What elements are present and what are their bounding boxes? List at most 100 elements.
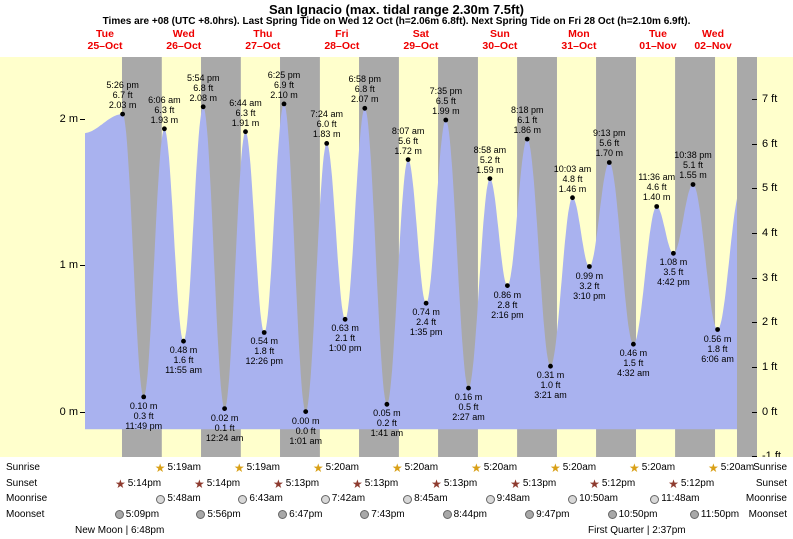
sunset-entry: ★ 5:13pm bbox=[431, 477, 477, 491]
astro-time: 7:43pm bbox=[371, 508, 405, 520]
sunset-star-icon: ★ bbox=[352, 476, 363, 491]
sunset-entry: ★ 5:14pm bbox=[194, 477, 240, 491]
moonrise-entry: 6:43am bbox=[238, 492, 283, 506]
astro-time: 5:20am bbox=[404, 462, 439, 473]
tide-extreme-dot bbox=[303, 409, 309, 414]
astro-time: 5:56pm bbox=[207, 508, 241, 520]
astro-row-label-left: Sunrise bbox=[6, 462, 40, 473]
tide-extreme-dot bbox=[587, 264, 592, 269]
day-label: Sat 29–Oct bbox=[403, 28, 439, 52]
axis-tick bbox=[752, 456, 757, 458]
axis-tick bbox=[80, 411, 85, 413]
astro-row-label-left: Moonset bbox=[6, 508, 45, 520]
astro-time: 5:13pm bbox=[364, 477, 399, 489]
moonrise-entry: 11:48am bbox=[650, 492, 699, 506]
astro-time: 5:20am bbox=[325, 462, 359, 473]
astro-time: 11:48am bbox=[661, 493, 700, 504]
moonrise-entry: 10:50am bbox=[568, 492, 618, 506]
axis-tick bbox=[752, 232, 757, 234]
moonset-entry: 10:50pm bbox=[607, 508, 658, 522]
astro-time: 9:48am bbox=[496, 493, 531, 504]
astro-row-label-right: Moonrise bbox=[745, 493, 787, 504]
tide-extreme-dot bbox=[487, 176, 493, 181]
moonrise-icon bbox=[568, 494, 578, 504]
tide-extreme-dot bbox=[243, 129, 248, 135]
sunset-entry: ★ 5:13pm bbox=[352, 477, 398, 491]
astro-time: 5:12pm bbox=[601, 477, 636, 489]
sunset-star-icon: ★ bbox=[431, 476, 442, 491]
astro-row-label-right: Moonset bbox=[748, 508, 787, 520]
sunrise-star-icon: ★ bbox=[391, 461, 403, 475]
astro-time: 7:42am bbox=[331, 493, 366, 504]
astro-time: 5:20am bbox=[483, 462, 518, 473]
sunrise-entry: ★ 5:19am bbox=[155, 461, 201, 475]
astro-row-sunrise: Sunrise Sunrise ★ 5:19am ★ 5:19am ★ 5:20am ★ 5:20… bbox=[0, 461, 793, 476]
axis-tick bbox=[752, 322, 757, 324]
astro-time: 5:20am bbox=[720, 462, 755, 473]
sunrise-star-icon: ★ bbox=[470, 461, 482, 475]
day-label: Wed 02–Nov bbox=[694, 28, 732, 52]
moonset-icon bbox=[360, 510, 370, 519]
moonset-entry: 6:47pm bbox=[278, 508, 323, 522]
moonset-icon bbox=[607, 510, 617, 519]
moonrise-icon bbox=[650, 494, 660, 504]
moonrise-entry: 8:45am bbox=[403, 492, 448, 506]
axis-tick bbox=[752, 277, 757, 279]
sunrise-star-icon: ★ bbox=[312, 461, 324, 475]
sunrise-star-icon: ★ bbox=[629, 461, 640, 475]
astro-time: 5:20am bbox=[641, 462, 676, 473]
tide-extreme-dot bbox=[505, 283, 510, 288]
tide-extreme-dot bbox=[120, 111, 125, 117]
sunset-star-icon: ★ bbox=[194, 476, 205, 491]
moonrise-icon bbox=[403, 494, 413, 504]
astro-time: 5:19am bbox=[167, 462, 201, 473]
astro-time: 5:09pm bbox=[125, 508, 160, 520]
sunrise-star-icon: ★ bbox=[549, 461, 561, 475]
y-axis-label-m: 2 m bbox=[59, 112, 78, 125]
page-subtitle: Times are +08 (UTC +8.0hrs). Last Spring… bbox=[102, 16, 691, 27]
sunset-star-icon: ★ bbox=[510, 476, 521, 491]
tide-extreme-dot bbox=[423, 300, 429, 306]
axis-tick bbox=[752, 188, 757, 190]
astro-row-moonset: Moonset Moonset 5:09pm 5:56pm 6:47pm 7:43pm 8:… bbox=[0, 508, 793, 523]
day-label: Tue 01–Nov bbox=[639, 28, 677, 52]
tide-extreme-dot bbox=[200, 104, 206, 110]
tide-extreme-dot bbox=[654, 204, 660, 209]
moonset-icon bbox=[442, 510, 452, 519]
astro-row-label-right: Sunset bbox=[755, 477, 787, 489]
sunrise-star-icon: ★ bbox=[233, 461, 245, 475]
astro-row-label-left: Moonrise bbox=[6, 493, 48, 504]
astro-time: 5:13pm bbox=[285, 477, 320, 489]
astro-table: Sunrise Sunrise ★ 5:19am ★ 5:19am ★ 5:20am ★ 5:20… bbox=[0, 457, 793, 539]
astro-time: 5:14pm bbox=[206, 477, 241, 489]
tide-extreme-dot bbox=[671, 250, 676, 256]
tide-curve-area bbox=[85, 104, 737, 430]
tide-extreme-dot bbox=[405, 157, 411, 162]
sunrise-star-icon: ★ bbox=[154, 461, 166, 475]
astro-time: 6:43am bbox=[249, 493, 283, 504]
axis-tick bbox=[80, 265, 85, 267]
tide-extreme-dot bbox=[181, 338, 186, 344]
axis-tick bbox=[752, 98, 757, 100]
sunrise-entry: ★ 5:19am bbox=[234, 461, 280, 475]
astro-time: 5:48am bbox=[167, 493, 201, 504]
axis-tick bbox=[752, 411, 757, 413]
astro-time: 5:19am bbox=[246, 462, 280, 473]
sunrise-entry: ★ 5:20am bbox=[392, 461, 438, 475]
day-label: Fri 28–Oct bbox=[324, 28, 360, 52]
sunset-star-icon: ★ bbox=[273, 476, 284, 491]
astro-time: 5:13pm bbox=[522, 477, 557, 489]
astro-time: 5:14pm bbox=[127, 477, 162, 489]
day-label: Tue 25–Oct bbox=[87, 28, 123, 52]
astro-time: 6:47pm bbox=[289, 508, 323, 520]
moonset-icon bbox=[278, 510, 288, 519]
moonset-entry: 9:47pm bbox=[525, 508, 569, 522]
astro-time: 8:45am bbox=[414, 493, 448, 504]
tide-extreme-dot bbox=[384, 401, 390, 407]
sunset-entry: ★ 5:14pm bbox=[115, 477, 161, 491]
y-axis-label-ft: 0 ft bbox=[762, 405, 778, 418]
astro-row-label-left: Sunset bbox=[6, 477, 38, 489]
day-label: Thu 27–Oct bbox=[245, 28, 281, 52]
sunset-entry: ★ 5:12pm bbox=[589, 477, 635, 491]
axis-tick bbox=[752, 366, 757, 368]
